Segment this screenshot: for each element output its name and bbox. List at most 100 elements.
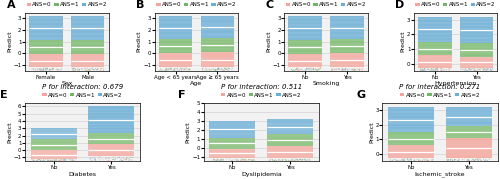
Point <box>468 67 476 70</box>
Point <box>266 159 274 162</box>
Bar <box>446 138 492 158</box>
Point <box>288 158 296 161</box>
Point <box>69 67 77 70</box>
Point <box>470 68 478 71</box>
Point <box>344 68 351 71</box>
Y-axis label: Predict: Predict <box>400 31 406 52</box>
Point <box>294 69 302 72</box>
Point <box>110 156 118 159</box>
Point <box>210 158 218 161</box>
Point <box>268 158 276 161</box>
Point <box>164 67 172 70</box>
Point <box>36 68 44 71</box>
Point <box>410 158 418 161</box>
Point <box>120 158 128 161</box>
Point <box>198 67 206 70</box>
Bar <box>200 52 234 67</box>
Point <box>163 68 171 71</box>
Point <box>464 69 472 72</box>
X-axis label: Ischemic_stroke: Ischemic_stroke <box>414 172 465 177</box>
Point <box>40 67 48 70</box>
Point <box>482 158 490 161</box>
Point <box>166 68 174 71</box>
Point <box>46 68 54 71</box>
Point <box>96 69 104 72</box>
X-axis label: Dyslipidemia: Dyslipidemia <box>241 172 282 177</box>
Point <box>411 159 419 162</box>
Point <box>454 159 462 162</box>
Point <box>116 159 124 162</box>
Point <box>46 68 54 71</box>
Point <box>30 159 38 162</box>
Point <box>30 159 38 162</box>
Point <box>240 159 248 162</box>
Point <box>248 159 256 162</box>
Point <box>474 158 482 160</box>
Point <box>122 158 130 161</box>
Bar <box>330 53 364 67</box>
Point <box>43 67 51 70</box>
X-axis label: Sex: Sex <box>61 81 72 86</box>
Point <box>69 158 77 161</box>
Point <box>350 68 358 71</box>
Point <box>463 159 471 162</box>
Point <box>332 67 340 70</box>
Point <box>218 67 226 69</box>
Point <box>236 159 244 162</box>
Point <box>465 67 473 70</box>
Point <box>70 69 78 72</box>
Y-axis label: Predict: Predict <box>186 121 190 143</box>
Point <box>488 69 496 72</box>
Point <box>92 158 100 161</box>
Point <box>44 67 52 70</box>
Point <box>477 67 485 70</box>
Point <box>474 69 482 72</box>
Point <box>225 69 233 72</box>
Point <box>221 67 229 70</box>
Point <box>346 68 354 71</box>
Point <box>485 158 493 161</box>
Point <box>418 159 426 162</box>
Point <box>440 68 448 71</box>
Title: P for interaction: 0.679: P for interaction: 0.679 <box>42 84 123 90</box>
Point <box>418 69 426 71</box>
Point <box>206 68 214 71</box>
Point <box>213 69 221 72</box>
Point <box>58 159 66 162</box>
Y-axis label: Predict: Predict <box>7 121 12 143</box>
Point <box>392 159 400 162</box>
Point <box>292 68 300 71</box>
Point <box>48 159 56 162</box>
Point <box>90 68 98 71</box>
Point <box>40 159 48 162</box>
Point <box>459 68 467 71</box>
Point <box>240 158 248 161</box>
Point <box>240 158 248 161</box>
Point <box>480 159 488 162</box>
Point <box>486 68 494 71</box>
Point <box>228 159 236 161</box>
Point <box>438 69 446 72</box>
Point <box>344 69 352 72</box>
Legend: ANS=0, ANS=1, ANS=2: ANS=0, ANS=1, ANS=2 <box>400 93 480 98</box>
Bar <box>31 150 77 159</box>
Point <box>404 159 412 161</box>
Point <box>168 67 175 69</box>
Point <box>52 158 60 161</box>
Point <box>429 69 437 72</box>
Point <box>447 158 455 161</box>
Point <box>288 69 296 72</box>
Point <box>422 158 430 161</box>
Point <box>56 159 64 162</box>
Point <box>464 159 471 162</box>
Point <box>86 68 94 71</box>
Point <box>186 68 194 71</box>
Point <box>213 159 221 162</box>
Point <box>44 159 52 162</box>
Point <box>28 158 36 161</box>
Point <box>102 157 110 160</box>
Point <box>443 158 451 161</box>
Point <box>69 159 77 162</box>
Point <box>33 67 41 70</box>
Point <box>68 67 76 70</box>
